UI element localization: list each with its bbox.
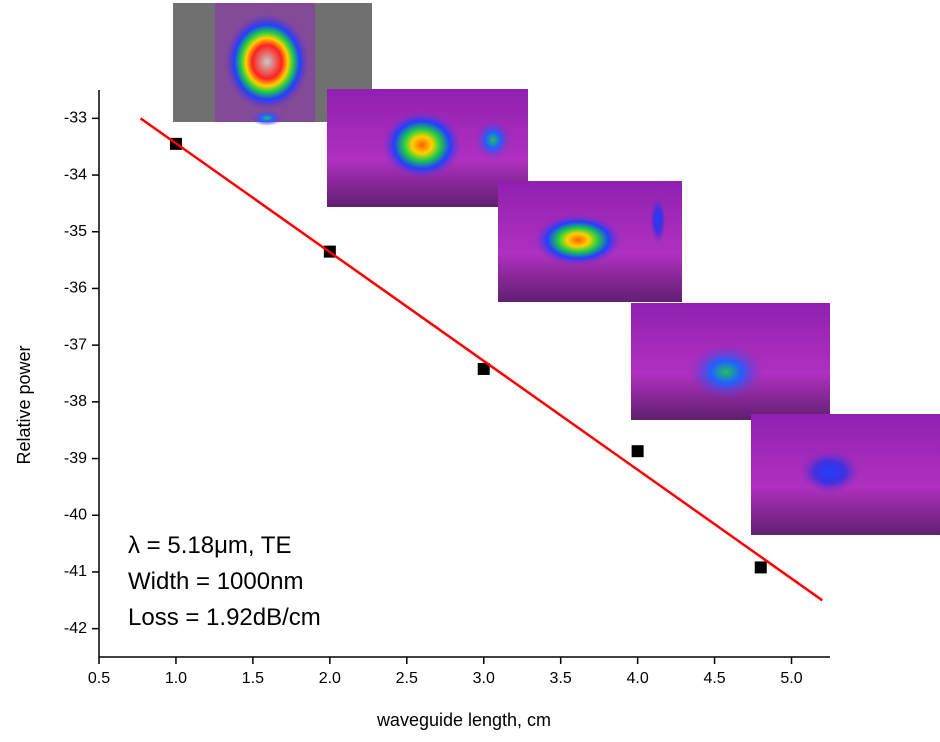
mode-spot xyxy=(382,111,462,179)
y-tick-label: -33 xyxy=(64,110,87,127)
mode-spot xyxy=(650,196,666,244)
mode-images xyxy=(173,3,940,535)
x-tick-label: 2.0 xyxy=(319,670,341,687)
mode-spot xyxy=(800,450,860,494)
y-tick-label: -40 xyxy=(64,506,87,523)
data-point xyxy=(631,445,644,458)
y-tick-label: -36 xyxy=(64,280,87,297)
x-axis-title: waveguide length, cm xyxy=(376,710,551,730)
y-axis-title: Relative power xyxy=(14,345,34,464)
y-tick-label: -39 xyxy=(64,450,87,467)
mode-spot xyxy=(688,344,764,400)
y-tick-label: -37 xyxy=(64,336,87,353)
y-tick-label: -34 xyxy=(64,166,87,183)
annotation: Width = 1000nm xyxy=(128,568,303,595)
x-tick-label: 5.0 xyxy=(780,670,802,687)
annotation: Loss = 1.92dB/cm xyxy=(128,604,321,631)
mode-spot xyxy=(225,14,309,110)
annotation: λ = 5.18μm, TE xyxy=(128,532,291,559)
x-tick-label: 4.5 xyxy=(703,670,725,687)
data-point xyxy=(754,561,767,574)
x-tick-label: 1.0 xyxy=(165,670,187,687)
x-tick-label: 3.5 xyxy=(550,670,572,687)
y-tick-label: -35 xyxy=(64,223,87,240)
mode-spot xyxy=(251,110,283,126)
y-tick-label: -42 xyxy=(64,620,87,637)
x-tick-label: 1.5 xyxy=(242,670,264,687)
x-tick-label: 0.5 xyxy=(88,670,110,687)
y-tick-label: -38 xyxy=(64,393,87,410)
x-tick-label: 4.0 xyxy=(627,670,649,687)
x-tick-label: 2.5 xyxy=(396,670,418,687)
fit-line xyxy=(139,117,824,602)
y-tick-label: -41 xyxy=(64,563,87,580)
mode-spot xyxy=(475,120,511,160)
x-tick-label: 3.0 xyxy=(473,670,495,687)
mode-spot xyxy=(534,214,622,266)
data-point xyxy=(477,362,490,375)
